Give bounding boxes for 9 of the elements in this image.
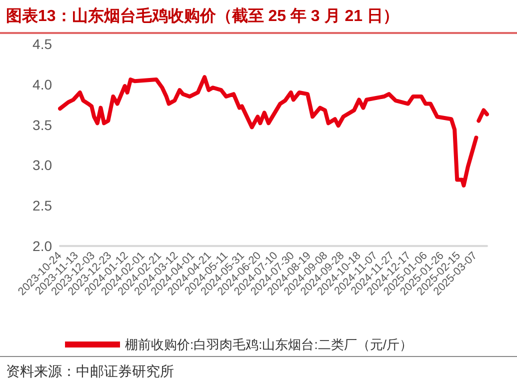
y-tick-label: 2.0 [32, 238, 52, 254]
y-tick-label: 2.5 [32, 198, 52, 214]
y-tick-label: 3.5 [32, 116, 52, 133]
legend-label: 棚前收购价:白羽肉毛鸡:山东烟台:二类厂（元/斤） [125, 337, 412, 352]
y-tick-label: 3.0 [32, 157, 52, 174]
chart-title: 图表13：山东烟台毛鸡收购价（截至 25 年 3 月 21 日） [0, 0, 517, 34]
y-tick-label: 4.0 [32, 76, 52, 92]
y-tick-label: 4.5 [32, 36, 52, 52]
text: 资料来源：中邮证券研究所 [6, 363, 174, 379]
